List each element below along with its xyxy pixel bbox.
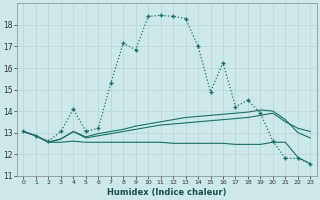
X-axis label: Humidex (Indice chaleur): Humidex (Indice chaleur) [107, 188, 227, 197]
